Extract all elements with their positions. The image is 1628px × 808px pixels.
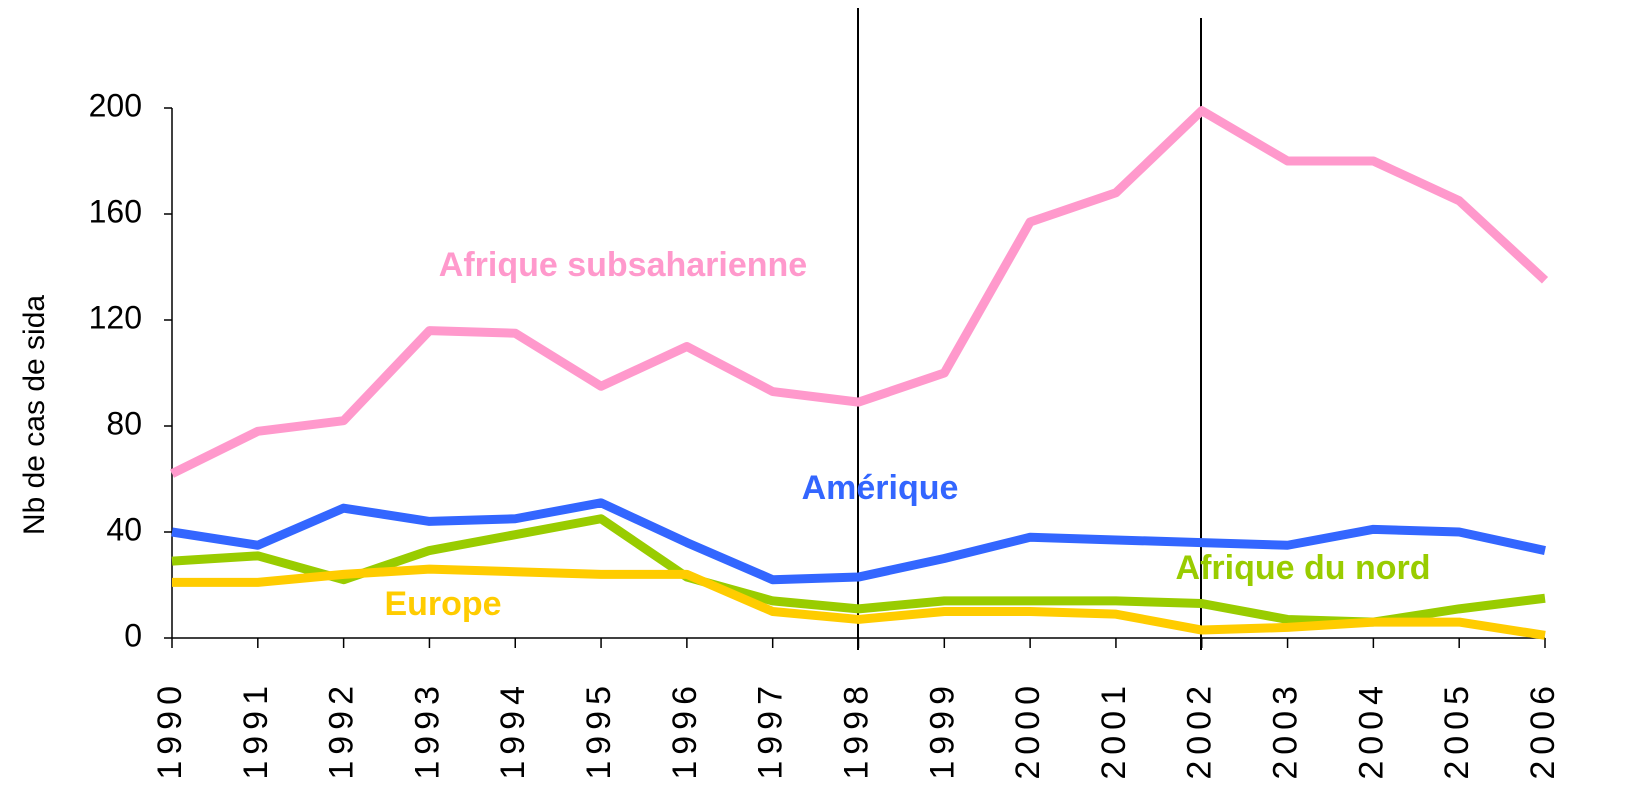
x-tick-label: 2001 — [1095, 680, 1133, 780]
y-tick-label: 120 — [89, 299, 142, 335]
series-label: Amérique — [802, 469, 959, 507]
y-tick-label: 0 — [124, 617, 142, 653]
series-line — [171, 498, 1546, 585]
series-line — [172, 564, 1546, 640]
x-tick-label: 1997 — [752, 680, 790, 780]
x-tick-label: 2003 — [1267, 680, 1305, 780]
x-tick-label: 1996 — [666, 680, 704, 780]
x-tick-label: 1993 — [408, 680, 446, 780]
x-tick-label: 2000 — [1009, 680, 1047, 780]
x-tick-label: 1995 — [580, 680, 618, 780]
x-tick-label: 2006 — [1524, 680, 1562, 780]
y-tick-label: 160 — [89, 193, 142, 229]
y-tick-label: 40 — [106, 511, 142, 547]
y-tick-label: 200 — [89, 87, 142, 123]
x-tick-label: 1999 — [923, 680, 961, 780]
y-tick-label: 80 — [106, 405, 142, 441]
x-tick-label: 2004 — [1352, 680, 1390, 780]
series-label: Afrique du nord — [1176, 549, 1431, 587]
x-tick-label: 1998 — [837, 680, 875, 780]
series-line — [171, 514, 1546, 627]
x-tick-label: 1994 — [494, 680, 532, 780]
y-axis-label: Nb de cas de sida — [18, 295, 51, 535]
series-label: Europe — [384, 585, 501, 623]
x-tick-label: 1991 — [237, 680, 275, 780]
series-label: Afrique subsaharienne — [439, 246, 807, 284]
x-tick-label: 1990 — [151, 680, 189, 780]
x-tick-label: 2005 — [1438, 680, 1476, 780]
x-tick-label: 2002 — [1181, 680, 1219, 780]
series-line — [170, 106, 1549, 478]
x-tick-label: 1992 — [323, 680, 361, 780]
